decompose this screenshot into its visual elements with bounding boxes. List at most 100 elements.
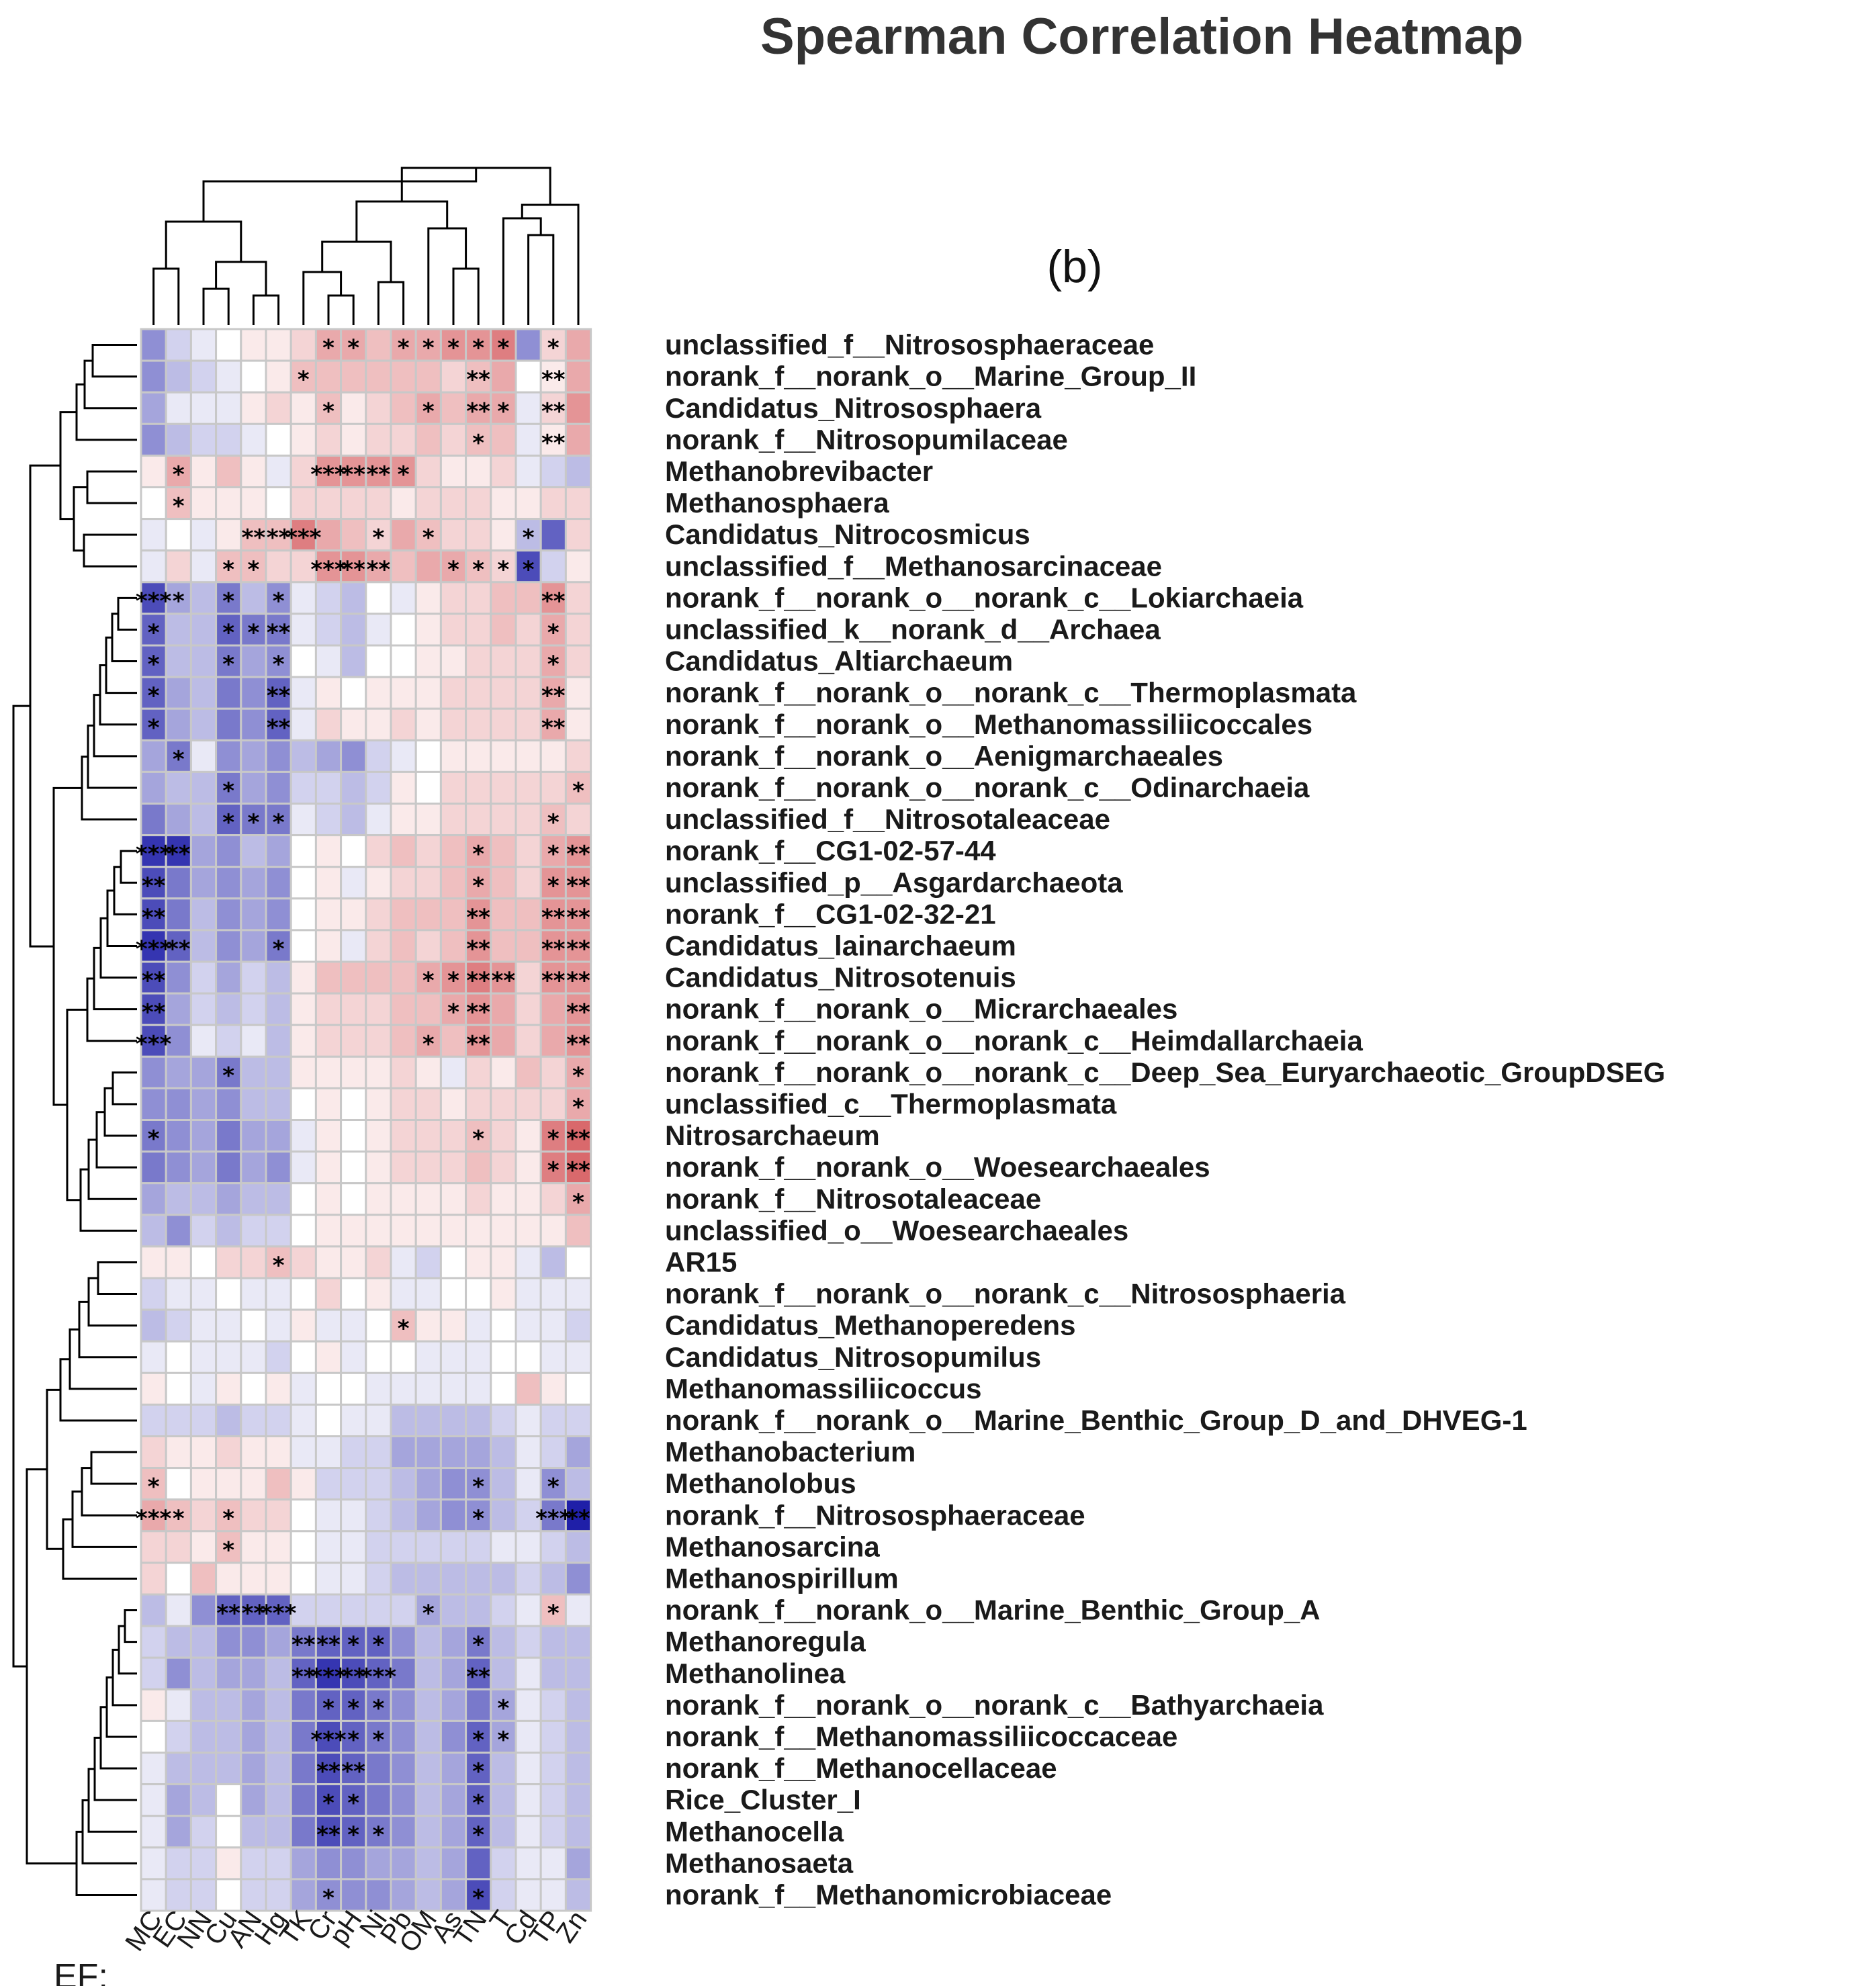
significance-star: ** [267, 715, 291, 741]
heatmap-cell [490, 1752, 517, 1786]
significance-star: ** [566, 1126, 590, 1153]
heatmap-cell [140, 929, 167, 963]
heatmap-cell [490, 1024, 517, 1058]
heatmap-cell [515, 1467, 542, 1501]
significance-star: * [173, 588, 185, 615]
heatmap-cell [490, 803, 517, 837]
significance-stars: * * * * * * * ** ** *** * ** * *** *** ***** ** **** *****… [136, 335, 590, 1912]
heatmap-cell [539, 676, 567, 710]
heatmap-cell [439, 897, 467, 932]
significance-star: * [523, 556, 535, 583]
heatmap-cell [515, 992, 542, 1026]
heatmap-cell [289, 1340, 317, 1374]
heatmap-cell [390, 1719, 417, 1754]
heatmap-cell [215, 1245, 242, 1279]
heatmap-cell [564, 739, 592, 773]
heatmap-cell [240, 1182, 267, 1216]
heatmap-cell [390, 1277, 417, 1311]
significance-star: *** [136, 841, 172, 868]
heatmap-cell [265, 359, 292, 394]
heatmap-cell [140, 1055, 167, 1089]
heatmap-cell [414, 581, 442, 615]
significance-star: ** [566, 936, 590, 962]
heatmap-cell [414, 486, 442, 521]
heatmap-cell [515, 391, 542, 425]
heatmap-cell [189, 328, 218, 362]
significance-star: * [248, 556, 260, 583]
heatmap-cell [539, 1467, 567, 1501]
heatmap-cell [390, 960, 417, 995]
heatmap-cell [439, 486, 467, 521]
heatmap-cell [215, 1182, 242, 1216]
heatmap-cell [314, 1214, 343, 1248]
heatmap-cell [390, 929, 417, 963]
heatmap-cell [140, 549, 167, 584]
significance-star: * [422, 968, 435, 995]
heatmap-cell [215, 422, 242, 457]
heatmap-cell [439, 1435, 467, 1470]
heatmap-cell [465, 1182, 492, 1216]
heatmap-cell [240, 1150, 267, 1185]
heatmap-cell [564, 1277, 592, 1311]
heatmap-cell [289, 1087, 317, 1122]
heatmap-cell [265, 1150, 292, 1185]
significance-star: ** [466, 1031, 490, 1058]
heatmap-cell [340, 992, 367, 1026]
heatmap-cell [439, 422, 467, 457]
heatmap-cell [340, 422, 367, 457]
heatmap-cell [414, 1498, 442, 1533]
significance-star: * [572, 778, 584, 805]
significance-star: * [347, 1632, 359, 1659]
heatmap-cell [215, 454, 242, 489]
heatmap-cell [314, 1498, 343, 1533]
heatmap-cell [265, 1214, 292, 1248]
significance-star: * [547, 1157, 560, 1184]
heatmap-cell [189, 1214, 218, 1248]
heatmap-cell [515, 1815, 542, 1849]
heatmap-cell [439, 1625, 467, 1659]
heatmap-cell [414, 1277, 442, 1311]
row-label: norank_f__norank_o__norank_c__Bathyarcha… [665, 1689, 1324, 1721]
heatmap-cell [515, 1277, 542, 1311]
heatmap-cell [439, 676, 467, 710]
heatmap-cell [365, 1087, 392, 1122]
heatmap-cell [189, 770, 218, 805]
heatmap-cell [465, 1467, 492, 1501]
heatmap-cell [390, 834, 417, 868]
heatmap-cell [490, 1308, 517, 1343]
heatmap-cell [539, 549, 567, 584]
heatmap-cell [439, 1055, 467, 1089]
heatmap-cell [265, 834, 292, 868]
heatmap-cell [165, 1308, 192, 1343]
heatmap-cell [165, 1371, 192, 1406]
heatmap-cell [340, 1245, 367, 1279]
heatmap-cell [240, 866, 267, 900]
heatmap-cell [564, 518, 592, 552]
heatmap-cell [564, 486, 592, 521]
heatmap-cell [490, 518, 517, 552]
heatmap-cell [215, 992, 242, 1026]
significance-star: ** [242, 1600, 266, 1627]
heatmap-cell [365, 1403, 392, 1437]
heatmap-cell [490, 1815, 517, 1849]
row-label: Methanospirillum [665, 1562, 899, 1594]
heatmap-cell [539, 1024, 567, 1058]
heatmap-cell [289, 897, 317, 932]
heatmap-cell [439, 1214, 467, 1248]
heatmap-cell [265, 992, 292, 1026]
heatmap-cell [490, 1878, 517, 1912]
heatmap-cell [189, 1719, 218, 1754]
heatmap-cell [314, 422, 343, 457]
heatmap-cell [490, 676, 517, 710]
heatmap-cell [189, 1245, 218, 1279]
significance-star: *** [361, 1664, 397, 1690]
heatmap-cell [165, 1846, 192, 1881]
heatmap-cell [189, 992, 218, 1026]
heatmap-cell [564, 549, 592, 584]
significance-star: * [472, 1505, 484, 1532]
significance-star: * [422, 398, 435, 425]
heatmap-cell [365, 1498, 392, 1533]
heatmap-cell [465, 1308, 492, 1343]
heatmap-cell [515, 486, 542, 521]
heatmap-cell [515, 1719, 542, 1754]
